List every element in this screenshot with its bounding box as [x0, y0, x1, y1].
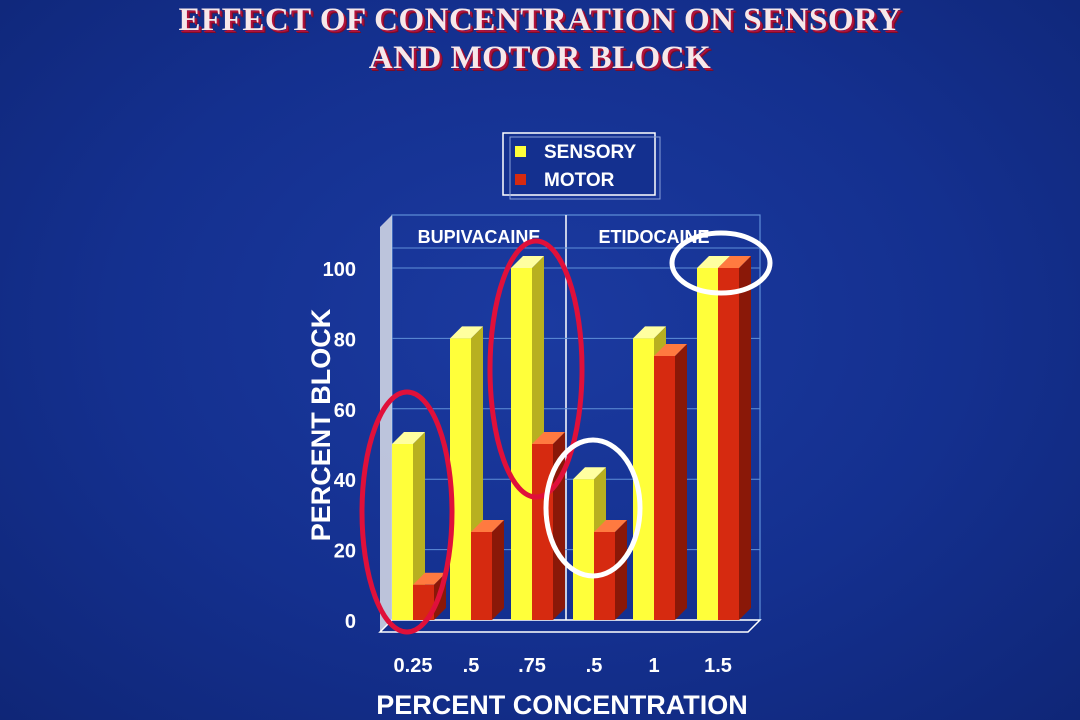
legend-label: SENSORY	[544, 142, 637, 163]
sensory-bar	[392, 432, 425, 620]
bar-top	[532, 432, 565, 444]
bar-face	[511, 268, 532, 620]
bar-top	[413, 572, 446, 585]
bar-face	[413, 584, 434, 620]
bar-face	[450, 338, 471, 620]
x-tick-label: 1	[648, 655, 659, 677]
legend-shadow	[509, 136, 661, 200]
motor-bar	[594, 520, 627, 620]
bar-side	[615, 520, 627, 620]
plot-frame	[378, 214, 762, 633]
highlight-ellipse	[359, 389, 455, 635]
bar-top	[654, 344, 687, 356]
bar-face	[471, 532, 492, 620]
motor-bar	[471, 520, 504, 620]
y-tick-label: 40	[334, 470, 356, 492]
bar-top	[392, 432, 425, 444]
bar-top	[511, 256, 544, 268]
bar-side	[675, 344, 687, 620]
highlight-ellipse	[543, 437, 643, 579]
x-axis-title: PERCENT CONCENTRATION	[376, 690, 748, 720]
bar-face	[697, 268, 718, 620]
bar-face	[573, 479, 594, 620]
bar-side	[739, 256, 751, 620]
bar-side	[413, 432, 425, 620]
y-tick-label: 0	[345, 611, 356, 633]
plot-left-wall	[380, 215, 392, 632]
chart-title-line-2: AND MOTOR BLOCK	[368, 40, 712, 76]
legend-swatch	[515, 146, 526, 157]
bar-side	[492, 520, 504, 620]
bar-face	[633, 338, 654, 620]
legend-swatch	[515, 174, 526, 185]
legend-label: MOTOR	[544, 170, 615, 191]
y-tick-label: 80	[334, 329, 356, 351]
bar-face	[392, 444, 413, 620]
chart-title-line-1: EFFECT OF CONCENTRATION ON SENSORY	[178, 2, 902, 38]
y-axis-title: PERCENT BLOCK	[306, 308, 336, 541]
legend: SENSORY MOTOR	[502, 132, 661, 200]
motor-bar	[654, 344, 687, 620]
plot-floor	[378, 619, 762, 633]
motor-bar	[718, 256, 751, 620]
legend-box	[502, 132, 656, 196]
bar-face	[718, 268, 739, 620]
x-tick-label: .75	[518, 655, 546, 677]
bar-face	[654, 356, 675, 620]
x-tick-label: 0.25	[394, 655, 433, 677]
bar-top	[573, 467, 606, 480]
y-tick-label: 20	[334, 541, 356, 563]
bar-top	[697, 256, 730, 268]
bar-top	[594, 520, 627, 532]
highlight-ellipses	[359, 230, 773, 635]
x-tick-label: .5	[586, 655, 603, 677]
x-tick-label: 1.5	[704, 655, 732, 677]
x-tick-label: .5	[463, 655, 480, 677]
bar-top	[718, 256, 751, 268]
highlight-ellipse	[669, 230, 773, 296]
bar-top	[450, 326, 483, 339]
highlight-ellipse	[487, 238, 585, 500]
group-label: BUPIVACAINE	[418, 227, 541, 247]
y-tick-label: 60	[334, 400, 356, 422]
bar-top	[633, 326, 666, 339]
bar-top	[471, 520, 504, 532]
bars	[392, 256, 751, 620]
y-tick-label: 100	[323, 259, 356, 281]
